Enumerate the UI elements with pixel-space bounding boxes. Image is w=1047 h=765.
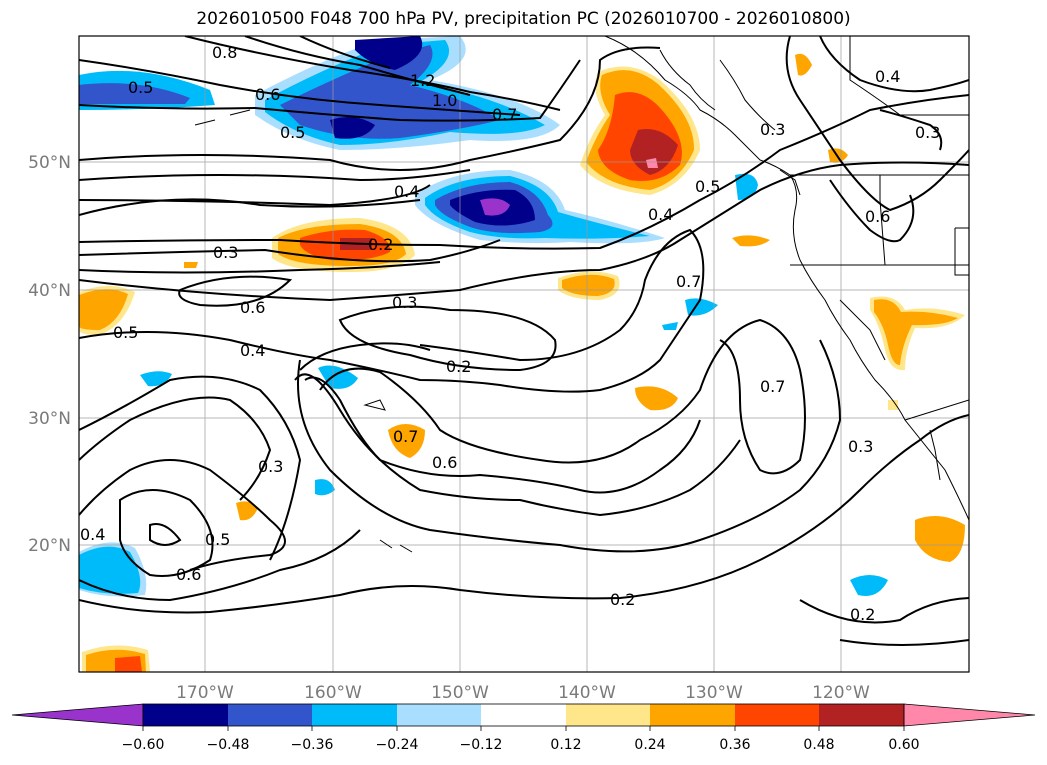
colorbar-tick: −0.36	[291, 737, 334, 753]
lat-label: 30°N	[28, 409, 71, 429]
colorbar-tick: −0.60	[122, 737, 165, 753]
contour-label: 0.3	[258, 457, 283, 476]
contour-label: 0.3	[760, 120, 785, 139]
contour-label: 0.5	[205, 530, 230, 549]
contour-label: 0.5	[113, 323, 138, 342]
contour-labels: 0.8 0.5 0.6 1.2 1.0 0.7 0.5 0.4 0.3 0.4 …	[80, 43, 940, 624]
contour-label: 0.6	[865, 207, 890, 226]
colorbar-tick: 0.24	[634, 737, 665, 753]
colorbar-segment	[312, 704, 397, 726]
colorbar-segment	[481, 704, 566, 726]
contour-label: 0.4	[394, 182, 419, 201]
contour-label: 0.7	[676, 272, 701, 291]
lat-label: 50°N	[28, 153, 71, 173]
contour-label: 0.3	[915, 123, 940, 142]
lat-label: 20°N	[28, 536, 71, 556]
longitude-labels: 170°W 160°W 150°W 140°W 130°W 120°W	[176, 683, 870, 703]
colorbar-segment	[566, 704, 650, 726]
contour-label: 0.6	[240, 298, 265, 317]
lon-label: 140°W	[558, 683, 616, 703]
contour-label: 0.2	[610, 590, 635, 609]
contour-label: 0.4	[240, 341, 265, 360]
colorbar-segment	[819, 704, 904, 726]
contour-label: 0.5	[695, 177, 720, 196]
gridlines	[79, 36, 969, 672]
colorbar-tick: −0.48	[207, 737, 250, 753]
contour-label: 0.5	[280, 123, 305, 142]
colorbar-segment	[735, 704, 819, 726]
contour-label: 0.3	[392, 293, 417, 312]
colorbar-tick: 0.12	[550, 737, 581, 753]
contour-label: 0.6	[176, 565, 201, 584]
colorbar-segment	[143, 704, 228, 726]
lat-label: 40°N	[28, 281, 71, 301]
colorbar-tick: −0.24	[376, 737, 419, 753]
contour-label: 0.4	[875, 67, 900, 86]
map-frame	[78, 35, 970, 673]
contour-label: 0.8	[212, 43, 237, 62]
colorbar-tick: 0.60	[888, 737, 919, 753]
contour-label: 0.4	[648, 205, 673, 224]
contour-label: 0.7	[492, 105, 517, 124]
lon-label: 150°W	[431, 683, 489, 703]
contour-label: 0.5	[128, 78, 153, 97]
contour-label: 0.6	[432, 453, 457, 472]
colorbar-segment	[397, 704, 481, 726]
contour-label: 0.6	[255, 85, 280, 104]
contour-label: 1.0	[432, 91, 457, 110]
lon-label: 120°W	[812, 683, 870, 703]
lon-label: 170°W	[176, 683, 234, 703]
contour-label: 0.2	[446, 357, 471, 376]
contour-label: 0.3	[848, 437, 873, 456]
contour-label: 0.7	[393, 427, 418, 446]
coastlines	[194, 36, 969, 553]
contour-label: 0.3	[213, 243, 238, 262]
map-field: 0.8 0.5 0.6 1.2 1.0 0.7 0.5 0.4 0.3 0.4 …	[79, 36, 969, 672]
lon-label: 160°W	[304, 683, 362, 703]
pv-contours	[79, 36, 969, 646]
precip-shading	[79, 36, 965, 672]
colorbar-tick: −0.12	[460, 737, 503, 753]
colorbar-segment	[228, 704, 312, 726]
colorbar-segment	[650, 704, 735, 726]
contour-label: 0.2	[368, 235, 393, 254]
colorbar-extend-max	[903, 703, 1036, 727]
colorbar-extend-min	[11, 703, 144, 727]
colorbar-tick: 0.48	[803, 737, 834, 753]
contour-label: 0.4	[80, 525, 105, 544]
contour-label: 1.2	[410, 71, 435, 90]
contour-label: 0.2	[850, 605, 875, 624]
contour-label: 0.7	[760, 377, 785, 396]
latitude-labels: 50°N 40°N 30°N 20°N	[28, 153, 71, 556]
map-title: 2026010500 F048 700 hPa PV, precipitatio…	[196, 9, 851, 29]
colorbar: −0.60 −0.48 −0.36 −0.24 −0.12 0.12 0.24 …	[11, 703, 1036, 753]
lon-label: 130°W	[685, 683, 743, 703]
colorbar-tick: 0.36	[719, 737, 750, 753]
